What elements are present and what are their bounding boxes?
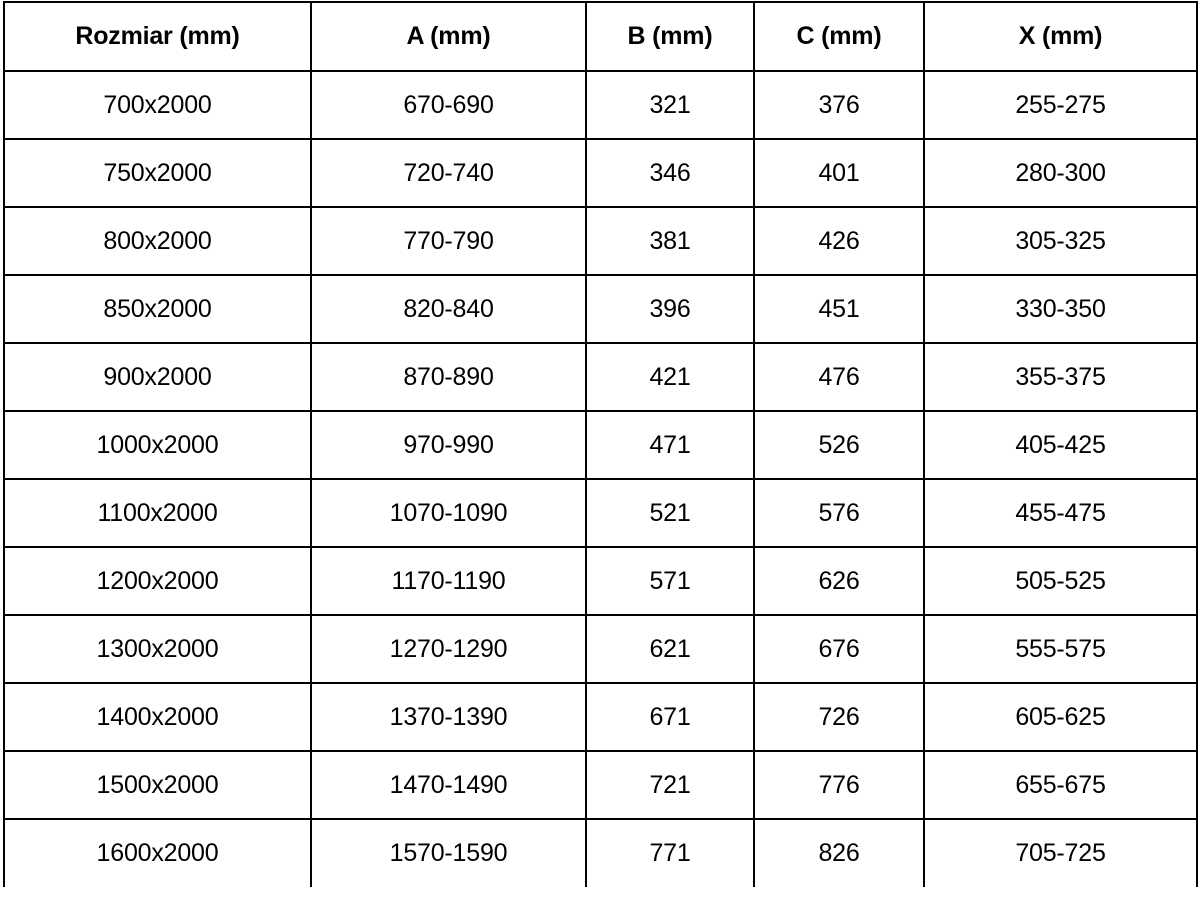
table-row: 800x2000 770-790 381 426 305-325 [3, 206, 1198, 276]
column-header-size: Rozmiar (mm) [3, 1, 312, 72]
cell-c: 726 [753, 682, 925, 752]
table-row: 1500x2000 1470-1490 721 776 655-675 [3, 750, 1198, 820]
cell-b: 471 [585, 410, 755, 480]
size-table-container: Rozmiar (mm) A (mm) B (mm) C (mm) X (mm)… [3, 1, 1198, 887]
cell-c: 626 [753, 546, 925, 616]
cell-b: 721 [585, 750, 755, 820]
cell-x: 605-625 [923, 682, 1198, 752]
cell-a: 1170-1190 [310, 546, 587, 616]
table-header: Rozmiar (mm) A (mm) B (mm) C (mm) X (mm) [3, 1, 1198, 72]
table-row: 850x2000 820-840 396 451 330-350 [3, 274, 1198, 344]
cell-a: 1270-1290 [310, 614, 587, 684]
cell-x: 330-350 [923, 274, 1198, 344]
cell-b: 321 [585, 70, 755, 140]
table-row: 1400x2000 1370-1390 671 726 605-625 [3, 682, 1198, 752]
cell-x: 555-575 [923, 614, 1198, 684]
cell-size: 700x2000 [3, 70, 312, 140]
cell-a: 670-690 [310, 70, 587, 140]
table-row: 1200x2000 1170-1190 571 626 505-525 [3, 546, 1198, 616]
cell-size: 1300x2000 [3, 614, 312, 684]
cell-size: 900x2000 [3, 342, 312, 412]
cell-a: 870-890 [310, 342, 587, 412]
cell-x: 455-475 [923, 478, 1198, 548]
table-row: 750x2000 720-740 346 401 280-300 [3, 138, 1198, 208]
cell-x: 255-275 [923, 70, 1198, 140]
column-header-c: C (mm) [753, 1, 925, 72]
cell-size: 1600x2000 [3, 818, 312, 887]
cell-c: 826 [753, 818, 925, 887]
cell-c: 576 [753, 478, 925, 548]
cell-c: 676 [753, 614, 925, 684]
cell-c: 376 [753, 70, 925, 140]
cell-size: 850x2000 [3, 274, 312, 344]
table-body: 700x2000 670-690 321 376 255-275 750x2000 720-… [3, 70, 1198, 887]
cell-x: 355-375 [923, 342, 1198, 412]
table-row: 1100x2000 1070-1090 521 576 455-475 [3, 478, 1198, 548]
cell-c: 426 [753, 206, 925, 276]
cell-c: 526 [753, 410, 925, 480]
table-row: 1600x2000 1570-1590 771 826 705-725 [3, 818, 1198, 887]
column-header-a: A (mm) [310, 1, 587, 72]
cell-x: 705-725 [923, 818, 1198, 887]
cell-c: 476 [753, 342, 925, 412]
table-row: 900x2000 870-890 421 476 355-375 [3, 342, 1198, 412]
cell-b: 396 [585, 274, 755, 344]
cell-c: 451 [753, 274, 925, 344]
cell-b: 421 [585, 342, 755, 412]
cell-c: 401 [753, 138, 925, 208]
cell-b: 571 [585, 546, 755, 616]
cell-b: 621 [585, 614, 755, 684]
table-row: 700x2000 670-690 321 376 255-275 [3, 70, 1198, 140]
cell-x: 655-675 [923, 750, 1198, 820]
cell-a: 1570-1590 [310, 818, 587, 887]
cell-b: 381 [585, 206, 755, 276]
cell-a: 970-990 [310, 410, 587, 480]
cell-c: 776 [753, 750, 925, 820]
cell-size: 1200x2000 [3, 546, 312, 616]
cell-a: 1370-1390 [310, 682, 587, 752]
cell-x: 405-425 [923, 410, 1198, 480]
cell-size: 750x2000 [3, 138, 312, 208]
cell-size: 1400x2000 [3, 682, 312, 752]
cell-x: 280-300 [923, 138, 1198, 208]
cell-x: 305-325 [923, 206, 1198, 276]
cell-b: 521 [585, 478, 755, 548]
shower-enclosure-size-table: Rozmiar (mm) A (mm) B (mm) C (mm) X (mm)… [3, 1, 1198, 887]
cell-b: 346 [585, 138, 755, 208]
cell-a: 820-840 [310, 274, 587, 344]
cell-x: 505-525 [923, 546, 1198, 616]
cell-a: 1070-1090 [310, 478, 587, 548]
cell-size: 800x2000 [3, 206, 312, 276]
cell-a: 1470-1490 [310, 750, 587, 820]
cell-size: 1000x2000 [3, 410, 312, 480]
cell-a: 770-790 [310, 206, 587, 276]
cell-b: 771 [585, 818, 755, 887]
cell-size: 1100x2000 [3, 478, 312, 548]
table-row: 1300x2000 1270-1290 621 676 555-575 [3, 614, 1198, 684]
table-header-row: Rozmiar (mm) A (mm) B (mm) C (mm) X (mm) [3, 1, 1198, 72]
column-header-b: B (mm) [585, 1, 755, 72]
cell-size: 1500x2000 [3, 750, 312, 820]
cell-b: 671 [585, 682, 755, 752]
column-header-x: X (mm) [923, 1, 1198, 72]
table-row: 1000x2000 970-990 471 526 405-425 [3, 410, 1198, 480]
cell-a: 720-740 [310, 138, 587, 208]
